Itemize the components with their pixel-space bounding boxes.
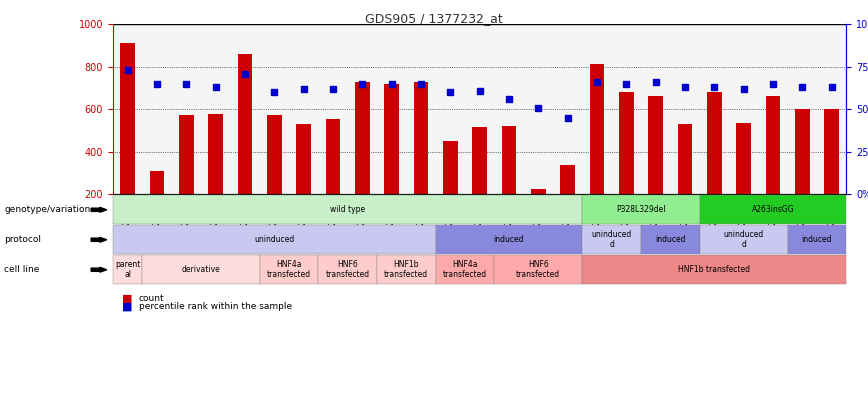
Bar — [707, 92, 721, 194]
Text: ■: ■ — [122, 302, 132, 311]
Text: HNF1b
transfected: HNF1b transfected — [385, 260, 428, 279]
Bar — [120, 43, 135, 194]
Bar — [326, 119, 340, 194]
Bar — [179, 115, 194, 194]
Bar — [825, 109, 839, 194]
Text: ■: ■ — [122, 294, 132, 303]
Text: induced: induced — [494, 235, 524, 244]
Bar — [443, 141, 457, 194]
Bar — [560, 164, 575, 194]
Text: HNF4a
transfected: HNF4a transfected — [266, 260, 311, 279]
Bar — [472, 128, 487, 194]
Bar — [795, 109, 810, 194]
Bar — [648, 96, 663, 194]
Text: wild type: wild type — [330, 205, 365, 214]
Text: HNF1b transfected: HNF1b transfected — [678, 265, 750, 274]
Text: HNF4a
transfected: HNF4a transfected — [443, 260, 487, 279]
Text: parent
al: parent al — [115, 260, 141, 279]
Text: uninduced
d: uninduced d — [591, 230, 632, 249]
Text: A263insGG: A263insGG — [752, 205, 794, 214]
Bar — [531, 189, 546, 194]
Text: uninduced
d: uninduced d — [724, 230, 764, 249]
Text: cell line: cell line — [4, 265, 40, 274]
Text: count: count — [139, 294, 165, 303]
Text: induced: induced — [655, 235, 686, 244]
Bar — [413, 82, 428, 194]
Text: uninduced: uninduced — [254, 235, 294, 244]
Bar — [149, 171, 164, 194]
Bar — [296, 124, 311, 194]
Bar — [678, 124, 693, 194]
Bar — [208, 114, 223, 194]
Text: percentile rank within the sample: percentile rank within the sample — [139, 302, 292, 311]
Text: HNF6
transfected: HNF6 transfected — [326, 260, 370, 279]
Bar — [385, 84, 399, 194]
Text: protocol: protocol — [4, 235, 42, 244]
Text: P328L329del: P328L329del — [616, 205, 666, 214]
Bar — [502, 126, 516, 194]
Bar — [355, 82, 370, 194]
Text: induced: induced — [802, 235, 832, 244]
Bar — [766, 96, 780, 194]
Bar — [619, 92, 634, 194]
Bar — [238, 54, 253, 194]
Bar — [736, 123, 751, 194]
Text: GDS905 / 1377232_at: GDS905 / 1377232_at — [365, 12, 503, 25]
Text: genotype/variation: genotype/variation — [4, 205, 90, 214]
Text: derivative: derivative — [181, 265, 220, 274]
Bar — [266, 115, 281, 194]
Bar — [589, 64, 604, 194]
Text: HNF6
transfected: HNF6 transfected — [516, 260, 561, 279]
